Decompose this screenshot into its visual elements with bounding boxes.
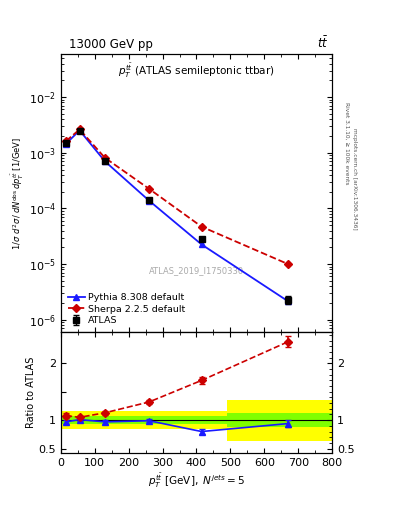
Line: Pythia 8.308 default: Pythia 8.308 default (63, 127, 291, 304)
Pythia 8.308 default (286, 298, 290, 304)
Pythia 8.308 default (103, 158, 107, 164)
Pythia 8.308 default (64, 141, 68, 147)
Text: mcplots.cern.ch [arXiv:1306.3436]: mcplots.cern.ch [arXiv:1306.3436] (352, 129, 357, 230)
Sherpa 2.2.5 default (103, 155, 107, 161)
Pythia 8.308 default (77, 127, 82, 134)
Y-axis label: $1/\sigma\ d^2\sigma\,/\,dN^{\rm obs}\,dp^{t\bar{t}}_{T}\ [1/\mathrm{GeV}]$: $1/\sigma\ d^2\sigma\,/\,dN^{\rm obs}\,d… (10, 136, 26, 249)
X-axis label: $p^{t\bar{t}}_{T}\ [\mathrm{GeV}],\ N^{jets}=5$: $p^{t\bar{t}}_{T}\ [\mathrm{GeV}],\ N^{j… (148, 472, 245, 490)
Text: 13000 GeV pp: 13000 GeV pp (69, 38, 152, 51)
Sherpa 2.2.5 default (286, 261, 290, 267)
Text: $t\bar{t}$: $t\bar{t}$ (317, 36, 328, 51)
Text: Rivet 3.1.10, ≥ 100k events: Rivet 3.1.10, ≥ 100k events (344, 102, 349, 185)
Line: Sherpa 2.2.5 default: Sherpa 2.2.5 default (63, 126, 291, 267)
Text: ATLAS_2019_I1750330: ATLAS_2019_I1750330 (149, 266, 244, 275)
Sherpa 2.2.5 default (64, 138, 68, 144)
Pythia 8.308 default (147, 198, 151, 204)
Sherpa 2.2.5 default (147, 186, 151, 192)
Pythia 8.308 default (199, 241, 204, 247)
Sherpa 2.2.5 default (77, 126, 82, 133)
Legend: Pythia 8.308 default, Sherpa 2.2.5 default, ATLAS: Pythia 8.308 default, Sherpa 2.2.5 defau… (66, 291, 187, 327)
Y-axis label: Ratio to ATLAS: Ratio to ATLAS (26, 357, 36, 429)
Text: $p_T^{t\bar{t}}$ (ATLAS semileptonic ttbar): $p_T^{t\bar{t}}$ (ATLAS semileptonic ttb… (118, 62, 275, 80)
Sherpa 2.2.5 default (199, 224, 204, 230)
